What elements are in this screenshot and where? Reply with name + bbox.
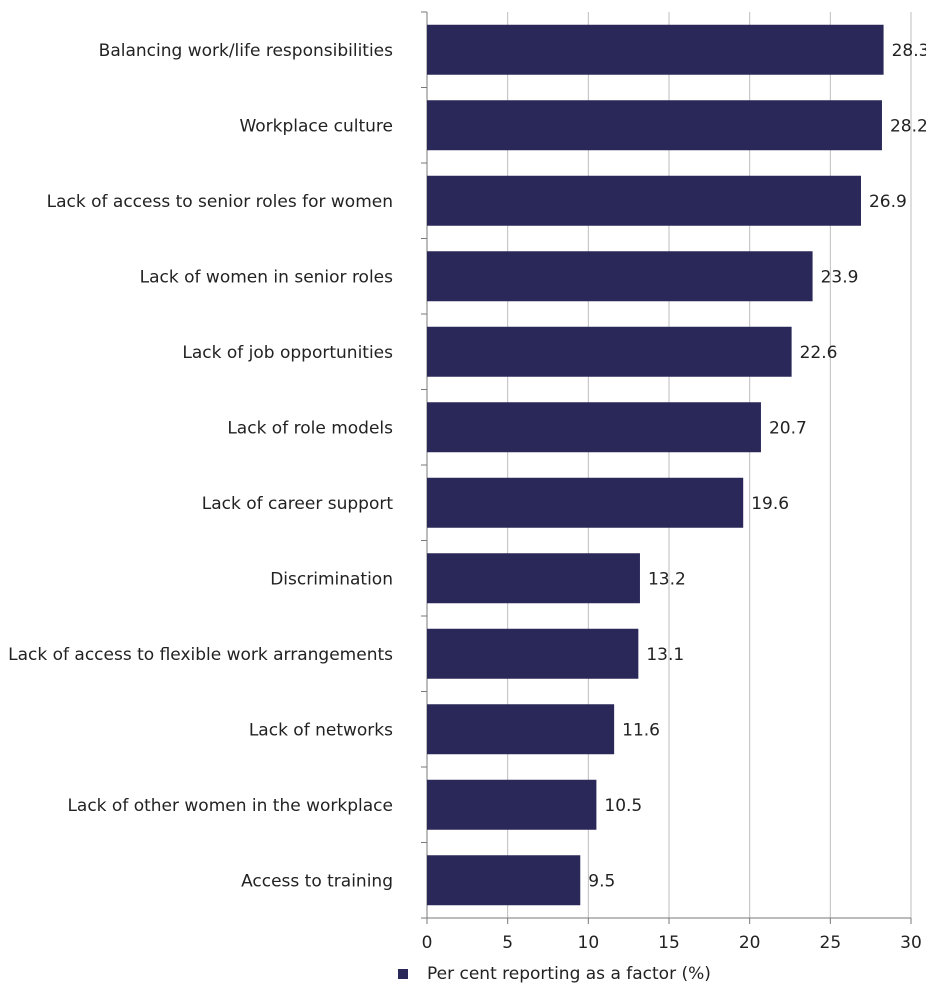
- bar: [427, 628, 639, 679]
- bar: [427, 477, 744, 528]
- x-tick-label: 20: [739, 933, 761, 953]
- category-label: Lack of career support: [202, 494, 394, 514]
- category-label: Lack of access to senior roles for women: [47, 192, 393, 212]
- category-label: Lack of other women in the workplace: [67, 796, 393, 816]
- bar: [427, 100, 882, 151]
- x-tick-label: 30: [900, 933, 922, 953]
- bar: [427, 553, 640, 604]
- x-tick-label: 5: [502, 933, 513, 953]
- bar: [427, 855, 581, 906]
- data-label: 22.6: [800, 343, 838, 363]
- category-label: Balancing work/life responsibilities: [99, 41, 393, 61]
- x-tick-label: 25: [820, 933, 842, 953]
- x-tick-label: 0: [422, 933, 433, 953]
- data-label: 19.6: [751, 494, 789, 514]
- bar: [427, 402, 761, 453]
- category-label: Discrimination: [270, 569, 393, 589]
- data-label: 13.2: [648, 569, 686, 589]
- category-label: Lack of job opportunities: [182, 343, 393, 363]
- category-label: Lack of women in senior roles: [140, 267, 393, 287]
- category-label: Lack of access to flexible work arrangem…: [8, 645, 393, 665]
- data-label: 23.9: [821, 267, 859, 287]
- bar: [427, 779, 597, 830]
- bar: [427, 704, 615, 755]
- data-label: 10.5: [604, 796, 642, 816]
- data-label: 28.2: [890, 116, 926, 136]
- data-label: 9.5: [588, 871, 615, 891]
- data-label: 28.3: [892, 41, 926, 61]
- category-label: Workplace culture: [239, 116, 393, 136]
- bar: [427, 24, 884, 75]
- x-tick-label: 10: [578, 933, 600, 953]
- bar: [427, 251, 813, 302]
- category-label: Lack of role models: [227, 418, 393, 438]
- x-tick-label: 15: [658, 933, 680, 953]
- category-label: Access to training: [241, 871, 393, 891]
- category-label: Lack of networks: [249, 720, 393, 740]
- data-label: 26.9: [869, 192, 907, 212]
- data-label: 13.1: [646, 645, 684, 665]
- legend-label: Per cent reporting as a factor (%): [427, 964, 711, 984]
- legend-swatch: [398, 969, 408, 979]
- bar: [427, 326, 792, 377]
- bar: [427, 175, 861, 226]
- data-label: 20.7: [769, 418, 807, 438]
- data-label: 11.6: [622, 720, 660, 740]
